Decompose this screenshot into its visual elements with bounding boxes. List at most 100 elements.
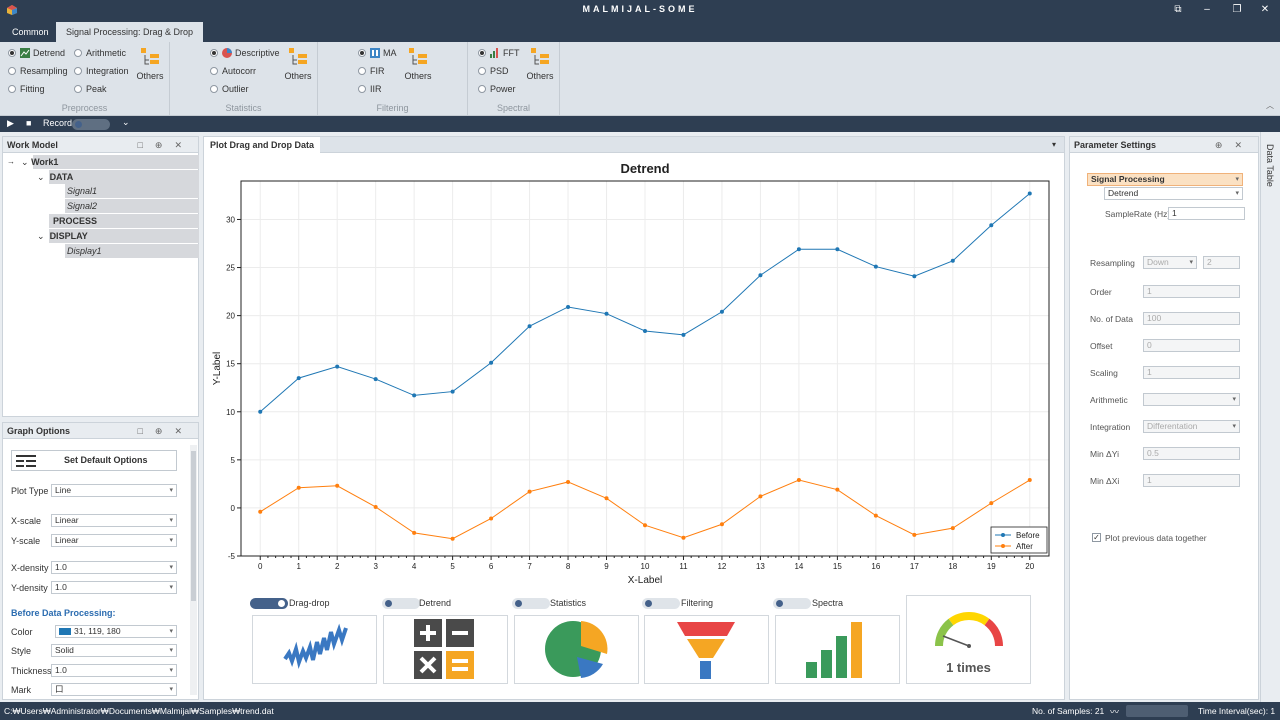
fft-option[interactable]: FFT (478, 46, 520, 60)
tree-node-signal2[interactable]: Signal2 (67, 201, 98, 211)
resampling-mode-select[interactable]: Down (1143, 256, 1197, 269)
resampling-factor-input[interactable]: 2 (1203, 256, 1240, 269)
outlier-radio[interactable] (210, 85, 218, 93)
detrend-radio[interactable] (8, 49, 16, 57)
tab-signal-processing[interactable]: Signal Processing: Drag & Drop (56, 22, 204, 42)
yscale-select[interactable]: Linear (51, 534, 177, 547)
fft-radio[interactable] (478, 49, 486, 57)
resampling-option[interactable]: Resampling (8, 64, 68, 78)
plot-type-select[interactable]: Line (51, 484, 177, 497)
fir-option[interactable]: FIR (358, 64, 385, 78)
drag-drop-card[interactable] (252, 615, 377, 684)
tree-expand-icon[interactable]: ⌄ (37, 231, 45, 241)
arithmetic-select[interactable] (1143, 393, 1240, 406)
filtering-others-button[interactable]: Others (398, 46, 438, 81)
category-select[interactable]: Signal Processing (1087, 173, 1243, 186)
bar-chart-icon (806, 622, 862, 678)
resampling-label: Resampling (20, 66, 68, 76)
offset-input[interactable]: 0 (1143, 339, 1240, 352)
stop-icon[interactable]: ■ (26, 118, 32, 128)
ydensity-select[interactable]: 1.0 (51, 581, 177, 594)
xscale-select[interactable]: Linear (51, 514, 177, 527)
peak-radio[interactable] (74, 85, 82, 93)
integration-radio[interactable] (74, 67, 82, 75)
resampling-radio[interactable] (8, 67, 16, 75)
filtering-toggle[interactable] (642, 598, 680, 609)
thickness-select[interactable]: 1.0 (51, 664, 177, 677)
integration-option[interactable]: Integration (74, 64, 129, 78)
iir-option[interactable]: IIR (358, 82, 382, 96)
ma-option[interactable]: MA (358, 46, 397, 60)
tree-node-display[interactable]: ⌄ DISPLAY (37, 231, 88, 241)
scrollbar-thumb[interactable] (191, 451, 196, 601)
graph-options-scrollbar[interactable] (190, 445, 197, 695)
xdensity-select[interactable]: 1.0 (51, 561, 177, 574)
detrend-card[interactable] (383, 615, 508, 684)
arithmetic-option[interactable]: Arithmetic (74, 46, 126, 60)
arithmetic-radio[interactable] (74, 49, 82, 57)
style-select[interactable]: Solid (51, 644, 177, 657)
ndata-input[interactable]: 100 (1143, 312, 1240, 325)
detrend-toggle-label: Detrend (419, 598, 452, 608)
scaling-input[interactable]: 1 (1143, 366, 1240, 379)
spectra-toggle[interactable] (773, 598, 811, 609)
restore-icon[interactable]: ⧉ (1174, 4, 1182, 15)
plot-previous-checkbox[interactable]: ✓ (1092, 533, 1101, 542)
tab-common[interactable]: Common (12, 27, 49, 37)
min-dyi-input[interactable]: 0.5 (1143, 447, 1240, 460)
panel-window-icons[interactable]: □⊕✕ (137, 426, 194, 436)
fir-radio[interactable] (358, 67, 366, 75)
tree-node-display1[interactable]: Display1 (67, 246, 102, 256)
spectral-others-button[interactable]: Others (520, 46, 560, 81)
spectra-card[interactable] (775, 615, 900, 684)
preprocess-others-button[interactable]: Others (130, 46, 170, 81)
psd-option[interactable]: PSD (478, 64, 509, 78)
peak-option[interactable]: Peak (74, 82, 107, 96)
sample-rate-input[interactable]: 1 (1168, 207, 1245, 220)
record-dropdown-icon[interactable]: ⌄ (122, 117, 130, 127)
detrend-toggle[interactable] (382, 598, 420, 609)
tree-expand-icon[interactable]: ⌄ (21, 157, 29, 167)
minimize-icon[interactable]: – (1204, 4, 1210, 15)
autocorr-radio[interactable] (210, 67, 218, 75)
integration-select[interactable]: Differentation (1143, 420, 1240, 433)
tree-expand-icon[interactable]: ⌄ (37, 172, 45, 182)
autocorr-option[interactable]: Autocorr (210, 64, 256, 78)
tree-node-work1[interactable]: ⌄ Work1 (21, 157, 59, 167)
record-toggle[interactable] (72, 119, 110, 130)
fitting-option[interactable]: Fitting (8, 82, 45, 96)
panel-window-icons[interactable]: □⊕✕ (137, 140, 194, 150)
panel-window-icons[interactable]: ⊕✕ (1214, 140, 1254, 150)
descriptive-radio[interactable] (210, 49, 218, 57)
set-default-options-button[interactable]: Set Default Options (11, 450, 177, 471)
statistics-card[interactable] (514, 615, 639, 684)
maximize-icon[interactable]: ❐ (1232, 4, 1242, 15)
method-select[interactable]: Detrend (1104, 187, 1243, 200)
detrend-option[interactable]: Detrend (8, 46, 65, 60)
descriptive-option[interactable]: Descriptive (210, 46, 280, 60)
outlier-option[interactable]: Outlier (210, 82, 249, 96)
min-dxi-input[interactable]: 1 (1143, 474, 1240, 487)
iir-radio[interactable] (358, 85, 366, 93)
data-table-side-tab[interactable]: Data Table (1260, 132, 1280, 702)
statistics-toggle[interactable] (512, 598, 550, 609)
tree-node-process[interactable]: PROCESS (53, 216, 98, 226)
order-input[interactable]: 1 (1143, 285, 1240, 298)
drag-drop-toggle[interactable] (250, 598, 288, 609)
fitting-radio[interactable] (8, 85, 16, 93)
power-radio[interactable] (478, 85, 486, 93)
tree-node-data[interactable]: ⌄ DATA (37, 172, 74, 182)
power-option[interactable]: Power (478, 82, 516, 96)
mark-select[interactable]: 口 (51, 683, 177, 696)
ma-radio[interactable] (358, 49, 366, 57)
counter-gauge-card[interactable]: 1 times (906, 595, 1031, 684)
play-icon[interactable]: ▶ (7, 118, 14, 128)
statistics-others-button[interactable]: Others (278, 46, 318, 81)
close-icon[interactable]: ✕ (1260, 4, 1270, 15)
filtering-card[interactable] (644, 615, 769, 684)
tree-node-signal1[interactable]: Signal1 (67, 186, 98, 196)
panel-dropdown-icon[interactable]: ▾ (1051, 140, 1056, 149)
color-select[interactable]: 31, 119, 180 (55, 625, 177, 638)
collapse-ribbon-icon[interactable]: ︿ (1266, 101, 1274, 110)
psd-radio[interactable] (478, 67, 486, 75)
